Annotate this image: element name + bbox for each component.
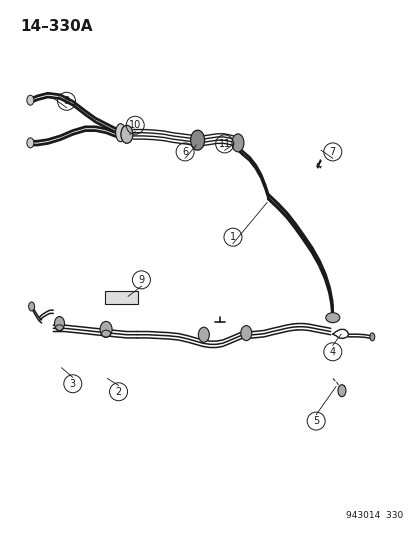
Ellipse shape <box>54 317 64 330</box>
Text: 9: 9 <box>139 275 144 285</box>
Text: 7: 7 <box>329 147 336 157</box>
Text: 3: 3 <box>70 379 76 389</box>
Ellipse shape <box>121 125 133 143</box>
Text: 8: 8 <box>64 96 69 106</box>
Ellipse shape <box>29 302 35 311</box>
Text: 5: 5 <box>313 416 319 426</box>
Text: 1: 1 <box>230 232 236 242</box>
Ellipse shape <box>241 326 252 341</box>
Ellipse shape <box>232 134 244 152</box>
Text: 11: 11 <box>218 139 231 149</box>
FancyBboxPatch shape <box>105 291 138 304</box>
Ellipse shape <box>27 95 34 105</box>
Text: 14–330A: 14–330A <box>21 19 93 34</box>
Ellipse shape <box>191 130 205 150</box>
Ellipse shape <box>338 385 346 397</box>
Ellipse shape <box>100 321 112 337</box>
Ellipse shape <box>326 313 340 322</box>
Text: 6: 6 <box>182 147 188 157</box>
Text: 10: 10 <box>129 120 141 130</box>
Text: 2: 2 <box>115 387 122 397</box>
Text: 4: 4 <box>330 347 336 357</box>
Ellipse shape <box>370 333 375 341</box>
Ellipse shape <box>116 124 126 142</box>
Text: 943014  330: 943014 330 <box>346 511 404 520</box>
Ellipse shape <box>27 138 34 148</box>
Ellipse shape <box>198 327 209 342</box>
